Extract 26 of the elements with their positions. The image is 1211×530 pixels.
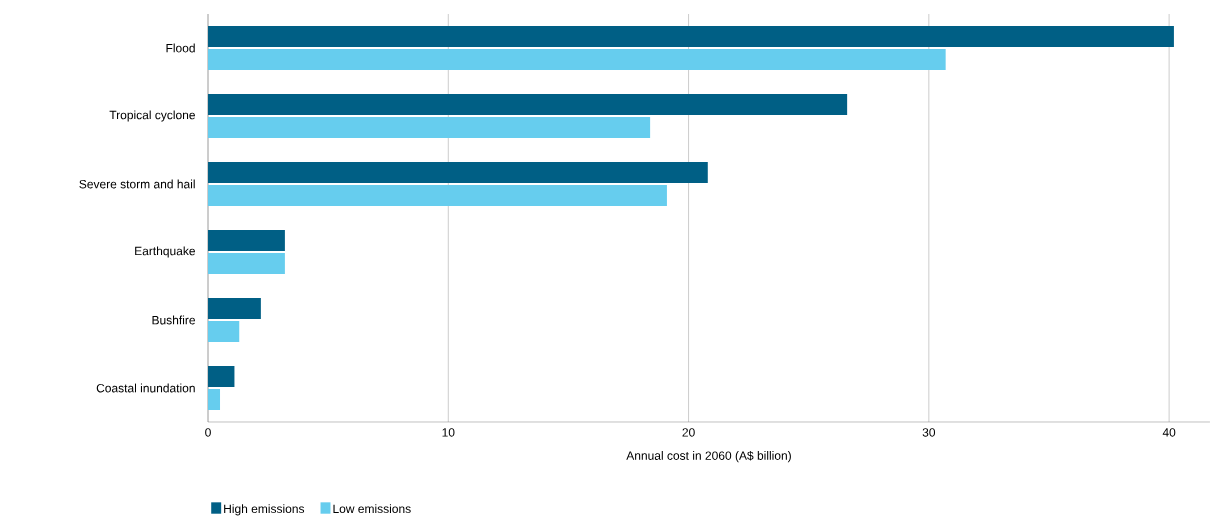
bar <box>208 185 667 207</box>
y-tick-label: Tropical cyclone <box>109 110 195 122</box>
bar <box>208 321 240 343</box>
bar <box>208 253 285 275</box>
bar <box>208 297 261 319</box>
y-tick-label: Severe storm and hail <box>79 179 195 189</box>
x-tick-label: 30 <box>922 428 936 437</box>
bar <box>208 25 1174 47</box>
y-tick-label: Bushfire <box>152 315 195 325</box>
y-tick-label: Flood <box>166 43 195 53</box>
bar <box>208 389 221 411</box>
x-tick-label: 20 <box>682 428 695 437</box>
bar <box>208 365 235 387</box>
legend-label: High emissions <box>224 504 305 516</box>
legend-label: Low emissions <box>333 504 411 513</box>
x-tick-label: 10 <box>442 428 455 437</box>
y-tick-label: Coastal inundation <box>96 383 195 393</box>
bar <box>208 161 708 183</box>
bar <box>208 49 946 71</box>
x-tick-label: 0 <box>205 428 211 437</box>
y-tick-label: Earthquake <box>135 246 195 258</box>
bar <box>208 93 848 115</box>
bar <box>208 117 651 139</box>
x-axis-title: Annual cost in 2060 (A$ billion) <box>626 450 791 463</box>
x-tick-label: 40 <box>1162 428 1176 437</box>
bar <box>208 229 285 251</box>
